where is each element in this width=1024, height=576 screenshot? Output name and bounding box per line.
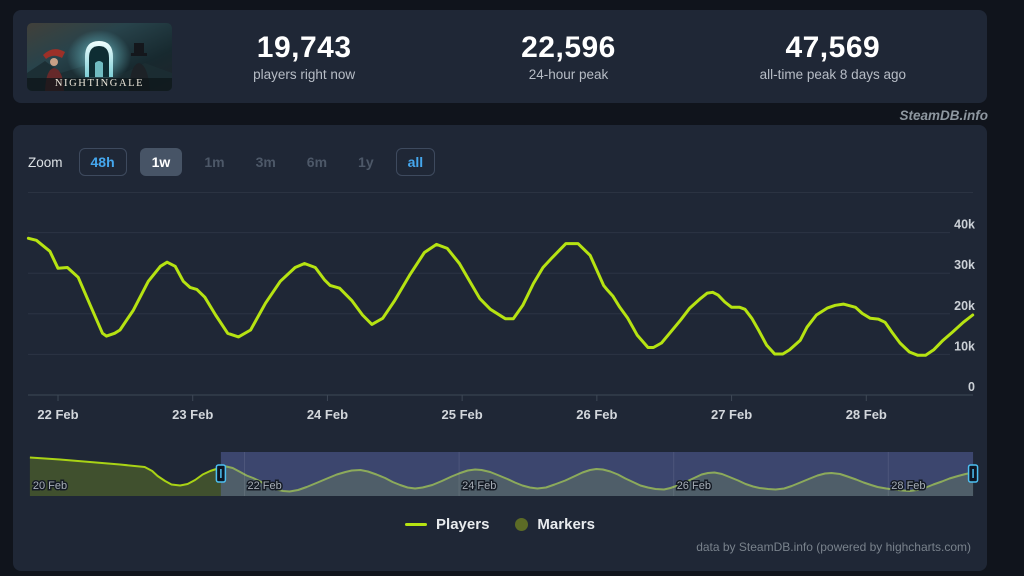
right-figure-hat-brim (131, 52, 147, 56)
left-figure-face (50, 57, 58, 66)
stats-row: 19,743 players right now 22,596 24-hour … (172, 31, 987, 82)
zoom-button-48h[interactable]: 48h (78, 148, 127, 176)
stat-24h-peak: 22,596 24-hour peak (436, 31, 700, 82)
zoom-button-1y: 1y (358, 154, 374, 170)
zoom-button-1w[interactable]: 1w (139, 148, 183, 176)
current-players-label: players right now (253, 67, 356, 82)
x-axis-label-27 Feb: 27 Feb (711, 407, 752, 422)
chart-legend: Players Markers (13, 516, 987, 533)
zoom-label: Zoom (28, 154, 63, 170)
zoom-button-all[interactable]: all (395, 148, 436, 176)
zoom-button-6m: 6m (306, 154, 328, 170)
capsule-ground (27, 77, 172, 91)
x-axis-label-26 Feb: 26 Feb (576, 407, 617, 422)
y-axis-label-20k: 20k (954, 299, 975, 313)
x-axis-label-24 Feb: 24 Feb (307, 407, 348, 422)
x-axis-label-23 Feb: 23 Feb (172, 407, 213, 422)
x-axis-label-28 Feb: 28 Feb (846, 407, 887, 422)
y-axis-label-10k: 10k (954, 339, 975, 353)
player-count-chart[interactable]: 0 10k 20k 30k 40k 22 Feb 23 Feb 24 Feb 25 Feb 26 … (13, 125, 987, 571)
navigator-label-24 Feb: 24 Feb (462, 480, 496, 492)
navigator-label-26 Feb: 26 Feb (677, 480, 711, 492)
current-players-value: 19,743 (256, 31, 352, 64)
game-capsule-image: Nightingale (27, 22, 172, 91)
peak-24h-value: 22,596 (521, 31, 616, 64)
game-title: Nightingale (55, 78, 144, 89)
alltime-peak-label: all-time peak 8 days ago (759, 67, 906, 82)
navigator-label-22 Feb: 22 Feb (248, 480, 282, 492)
legend-markers-label: Markers (537, 516, 595, 533)
highcharts-credits[interactable]: data by SteamDB.info (powered by highcha… (696, 540, 971, 554)
x-axis-label-25 Feb: 25 Feb (442, 407, 483, 422)
chart-panel: Zoom 48h 1w 1m 3m 6m 1y all 0 10k 20k 30k 40… (13, 125, 987, 571)
markers-circle-swatch (515, 518, 529, 531)
left-figure-hat (43, 48, 65, 59)
players-series-line[interactable] (26, 236, 975, 357)
zoom-button-1m: 1m (204, 154, 225, 170)
peak-24h-label: 24-hour peak (528, 67, 609, 82)
zoom-button-3m: 3m (255, 154, 276, 170)
y-axis-label-30k: 30k (954, 258, 975, 272)
navigator-series-line (29, 456, 974, 493)
game-capsule-art: Nightingale (27, 22, 172, 91)
alltime-peak-value: 47,569 (785, 31, 881, 64)
steamdb-watermark: SteamDB.info (899, 108, 988, 123)
navigator-selection-mask[interactable] (220, 452, 974, 496)
y-axis-label-40k: 40k (954, 218, 975, 232)
zoom-toolbar: Zoom 48h 1w 1m 3m 6m 1y all (28, 147, 436, 177)
stats-panel: Nightingale 19,743 players right now 22,… (13, 10, 987, 103)
portal-light (95, 60, 103, 77)
legend-item-players[interactable]: Players (405, 516, 489, 533)
legend-players-label: Players (436, 516, 490, 533)
right-figure-hat (134, 42, 144, 54)
stat-alltime-peak: 47,569 all-time peak 8 days ago (701, 31, 965, 82)
legend-item-markers[interactable]: Markers (515, 516, 595, 533)
y-axis-label-0: 0 (968, 380, 975, 394)
navigator-label-20 Feb: 20 Feb (33, 480, 67, 492)
toolbar-divider (28, 192, 973, 193)
x-axis-label-22 Feb: 22 Feb (37, 407, 78, 422)
navigator-label-28 Feb: 28 Feb (891, 480, 925, 492)
players-line-swatch (405, 523, 428, 526)
stat-current-players: 19,743 players right now (172, 31, 436, 82)
